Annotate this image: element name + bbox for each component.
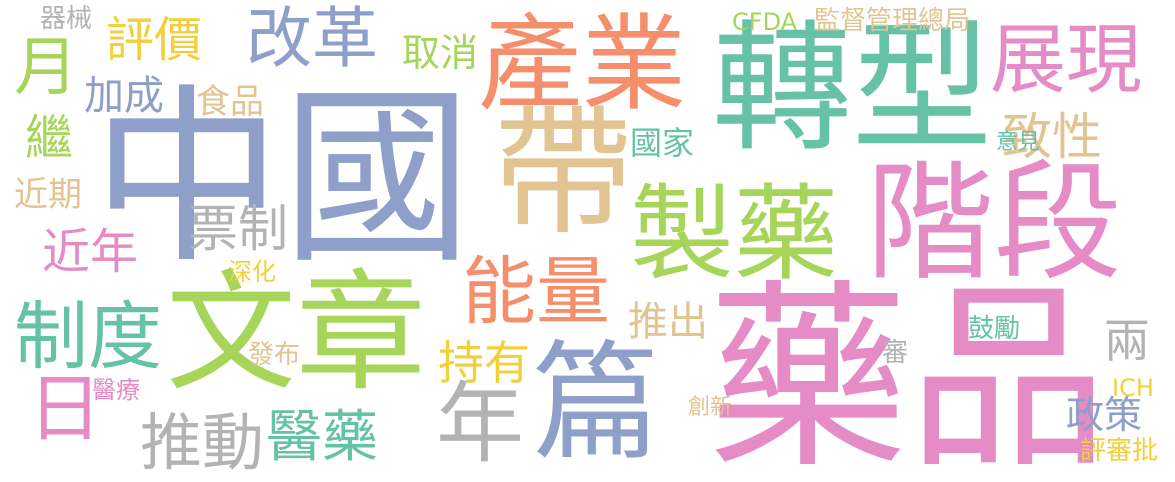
word-fabu: 發布 bbox=[248, 340, 301, 370]
word-zhuanxing: 轉型 bbox=[712, 8, 993, 171]
word-zhidu: 制度 bbox=[14, 294, 162, 380]
word-tuidong: 推動 bbox=[140, 406, 265, 479]
word-zhengce: 政策 bbox=[1066, 393, 1143, 437]
word-tuichu: 推出 bbox=[628, 299, 708, 345]
word-ji: 繼 bbox=[16, 112, 72, 160]
word-quxiao: 取消 bbox=[402, 31, 479, 75]
word-shipin: 食品 bbox=[196, 82, 264, 122]
word-yiliao: 醫療 bbox=[92, 376, 140, 404]
word-qixie: 器械 bbox=[40, 4, 93, 34]
word-chanye: 產業 bbox=[478, 3, 687, 125]
word-ich: ICH bbox=[1112, 374, 1154, 402]
word-shen: 審 bbox=[882, 338, 909, 368]
word-yiyao: 醫藥 bbox=[266, 405, 378, 470]
word-shenhua: 深化 bbox=[228, 258, 276, 286]
word-piaozhi: 票制 bbox=[188, 200, 288, 258]
word-jinqi: 近期 bbox=[14, 175, 82, 215]
word-pingshenpi: 評審批 bbox=[1080, 436, 1159, 466]
word-dai: 帶 bbox=[493, 92, 634, 255]
word-ri: 日 bbox=[28, 366, 102, 452]
word-nian: 年 bbox=[436, 372, 525, 475]
word-jiacheng: 加成 bbox=[84, 73, 164, 119]
word-cfda: CFDA bbox=[732, 8, 798, 36]
word-yaopin: 藥品 bbox=[708, 263, 1109, 482]
word-zhixing: 致性 bbox=[1002, 108, 1102, 166]
word-yijian: 意見 bbox=[996, 130, 1041, 155]
word-chuangxin: 創新 bbox=[688, 395, 733, 420]
word-zhongguo: 中國 bbox=[92, 68, 473, 289]
word-pingjia: 評價 bbox=[106, 12, 203, 68]
word-guojia: 國家 bbox=[630, 124, 695, 162]
word-jieduan: 階段 bbox=[866, 149, 1123, 298]
word-wenzhang: 文章 bbox=[166, 257, 427, 409]
word-yue: 月 bbox=[14, 31, 78, 105]
word-chiyou: 持有 bbox=[438, 336, 530, 390]
word-liang: 兩 bbox=[1104, 314, 1150, 368]
word-nengliang: 能量 bbox=[462, 249, 610, 335]
word-guli: 鼓勵 bbox=[968, 314, 1021, 344]
word-zhiyao: 製藥 bbox=[630, 173, 839, 295]
word-pian: 篇 bbox=[532, 329, 661, 478]
word-jinnian: 近年 bbox=[42, 224, 139, 280]
word-jiandu: 監督管理總局 bbox=[814, 6, 971, 36]
word-gaige: 改革 bbox=[246, 0, 378, 77]
word-zhanxian: 展現 bbox=[990, 15, 1142, 104]
